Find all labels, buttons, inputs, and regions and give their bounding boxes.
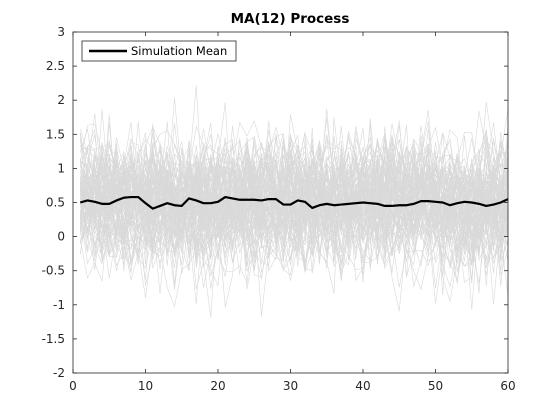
y-axis: -2 -1.5 -1 -0.5 0 0.5 1 1.5 2 2.5 3 <box>42 25 508 380</box>
simulation-path <box>79 126 509 260</box>
simulation-path <box>79 162 509 290</box>
simulation-path <box>79 142 509 265</box>
simulation-path <box>79 128 509 268</box>
series-line-simulation-mean <box>79 195 509 210</box>
x-tick-label: 50 <box>428 379 443 393</box>
y-tick-label: -1.5 <box>42 332 65 346</box>
y-tick-label: 3 <box>57 25 65 39</box>
x-tick-label: 60 <box>500 379 515 393</box>
y-tick-label: 0.5 <box>46 196 65 210</box>
x-tick-label: 0 <box>69 379 77 393</box>
simulation-path <box>79 125 509 305</box>
legend-box <box>81 40 237 62</box>
y-tick-label: -1 <box>53 298 65 312</box>
simulation-path <box>79 129 509 259</box>
y-tick-label: 1 <box>57 161 65 175</box>
y-tick-label: -0.5 <box>42 264 65 278</box>
simulation-path <box>79 121 509 268</box>
y-tick-label: 2 <box>57 93 65 107</box>
legend-label-simulation-mean: Simulation Mean <box>131 44 227 58</box>
legend: Simulation Mean <box>81 40 237 62</box>
mean-line-group <box>79 195 509 210</box>
simulation-lines <box>79 85 509 318</box>
x-tick-label: 30 <box>283 379 298 393</box>
simulation-path <box>80 85 509 302</box>
chart-title: MA(12) Process <box>231 11 350 27</box>
simulation-path <box>79 140 509 289</box>
x-axis: 0 10 20 30 40 50 60 <box>69 32 516 393</box>
y-tick-label: -2 <box>53 366 65 380</box>
x-tick-label: 40 <box>355 379 370 393</box>
y-tick-label: 2.5 <box>46 59 65 73</box>
x-tick-label: 10 <box>138 379 153 393</box>
simulation-path <box>80 128 509 265</box>
simulation-path <box>80 133 509 262</box>
simulation-path <box>79 144 509 265</box>
y-tick-label: 0 <box>57 230 65 244</box>
simulation-path <box>79 138 509 249</box>
x-tick-label: 20 <box>210 379 225 393</box>
simulation-path <box>79 142 509 288</box>
y-tick-label: 1.5 <box>46 127 65 141</box>
plot-area <box>72 31 509 374</box>
